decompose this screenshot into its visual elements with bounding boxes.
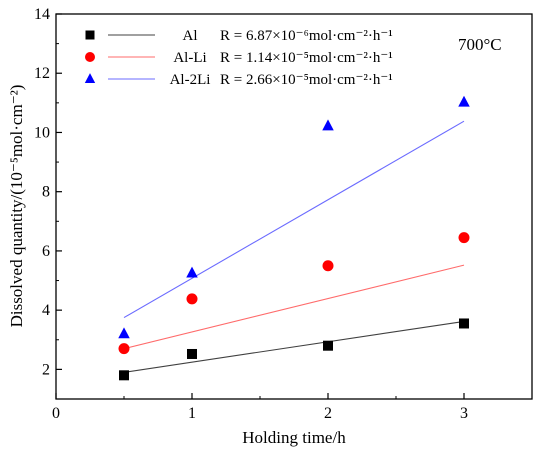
fit-lines (123, 120, 465, 373)
data-points (118, 95, 470, 381)
plot-frame (55, 13, 533, 400)
legend-rate-label: R = 6.87×10⁻⁶mol·cm⁻²·h⁻¹ (220, 28, 393, 44)
temperature-annotation: 700°C (458, 35, 502, 54)
data-point-al-li (118, 343, 130, 355)
legend-marker-al (85, 30, 95, 40)
fit-line-al-li (123, 264, 465, 350)
data-point-al (119, 370, 129, 381)
legend-rate-label: R = 1.14×10⁻⁵mol·cm⁻²·h⁻¹ (220, 50, 393, 66)
data-point-al (459, 318, 469, 329)
data-point-al-li (458, 232, 470, 244)
x-axis-title: Holding time/h (242, 428, 346, 447)
data-point-al-2li (322, 119, 334, 131)
data-point-al-2li (118, 327, 130, 339)
y-tick-label: 2 (42, 361, 50, 378)
data-point-al-li (322, 260, 334, 272)
data-point-al (187, 348, 197, 359)
x-tick-label: 3 (460, 405, 468, 422)
data-point-al-2li (186, 266, 198, 278)
data-point-al (323, 340, 333, 351)
x-tick-label: 1 (188, 405, 196, 422)
x-tick-label: 2 (324, 405, 332, 422)
legend-series-name: Al (183, 28, 198, 44)
legend-rate-label: R = 2.66×10⁻⁵mol·cm⁻²·h⁻¹ (220, 72, 393, 88)
y-tick-label: 6 (42, 243, 50, 260)
x-tick-label: 0 (52, 405, 60, 422)
y-tick-label: 8 (42, 184, 50, 201)
fit-line-al (123, 320, 465, 373)
y-tick-label: 10 (34, 124, 50, 141)
y-axis-title: Dissolved quantity/(10⁻⁵mol·cm⁻²) (7, 85, 26, 328)
legend: Al R = 6.87×10⁻⁶mol·cm⁻²·h⁻¹ Al-Li R = 1.14… (84, 28, 393, 88)
fit-line-al-2li (123, 120, 465, 319)
y-tick-label: 12 (34, 65, 50, 82)
legend-marker-al-li (85, 52, 95, 62)
legend-series-name: Al-2Li (170, 72, 211, 88)
legend-marker-al-2li (84, 73, 96, 83)
y-tick-label: 4 (42, 302, 50, 319)
y-tick-label: 14 (34, 6, 50, 23)
data-point-al-2li (458, 95, 470, 107)
legend-series-name: Al-Li (173, 50, 206, 66)
data-point-al-li (186, 293, 198, 305)
